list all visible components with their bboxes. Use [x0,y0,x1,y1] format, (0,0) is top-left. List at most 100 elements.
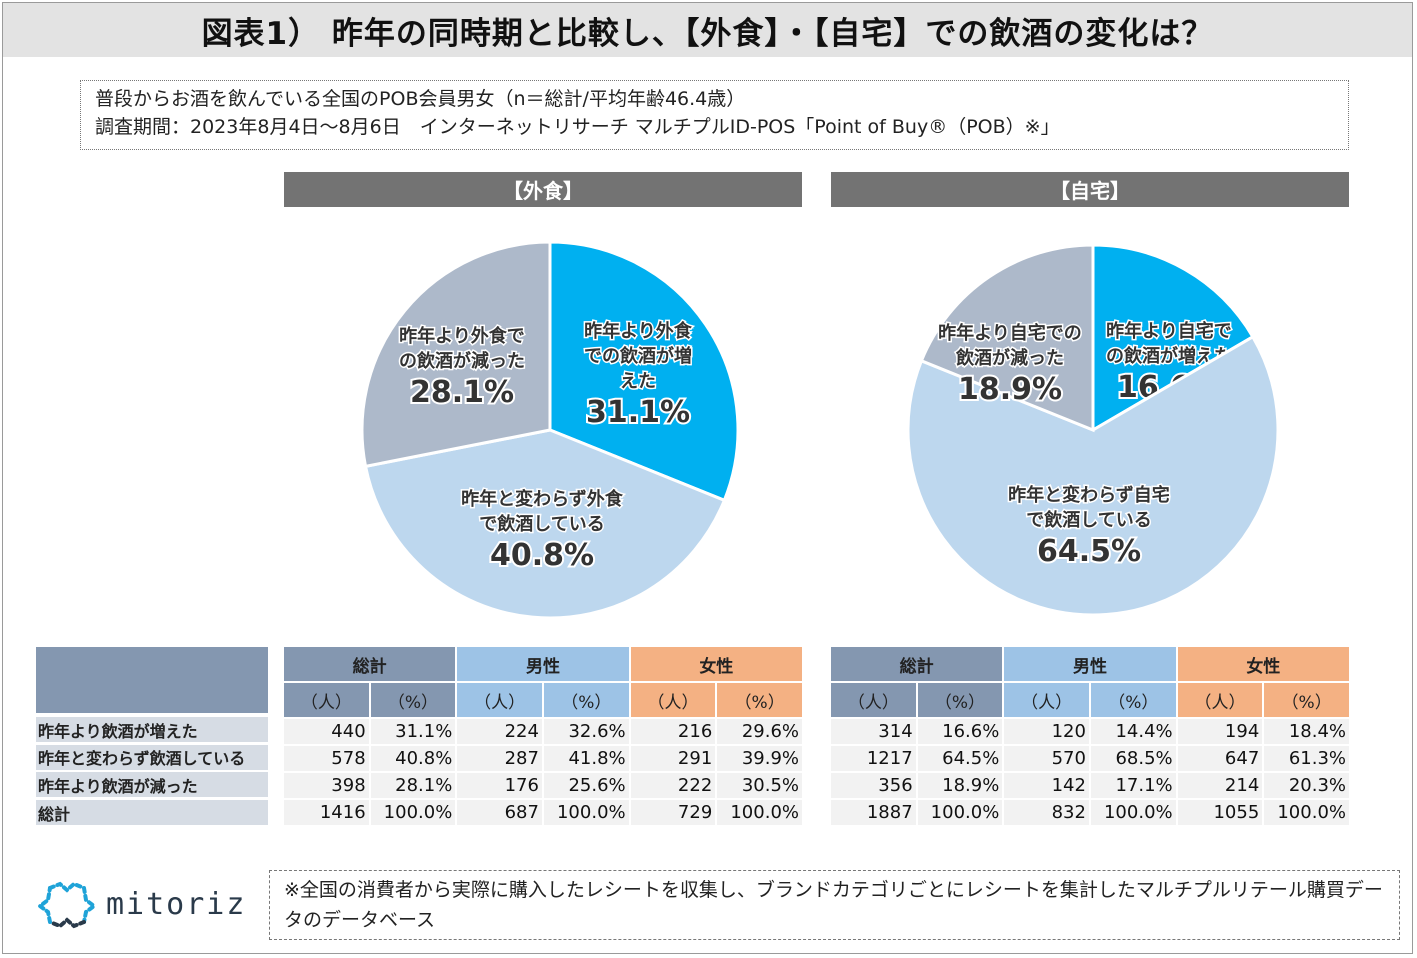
row-label-same: 昨年と変わらず飲酒している [36,744,268,770]
table-cell: 39.9% [717,746,802,771]
table-cell: 40.8% [370,746,456,771]
eating-out-header: 【外食】 [284,172,802,207]
pie-label-line: 昨年と変わらず自宅 [1008,484,1170,506]
figure-title: 図表1） 昨年の同時期と比較し、【外食】・【自宅】での飲酒の変化は？ [3,3,1412,57]
unit-header-count: （人） [630,683,716,717]
home-pie-chart: 昨年より自宅での飲酒が増えた16.6%昨年と変わらず自宅で飲酒している64.5%… [906,243,1280,617]
table-cell: 729 [630,800,716,825]
pie-slice-same [906,334,1280,617]
table-cell: 100.0% [717,800,802,825]
row-label-decrease: 昨年より飲酒が減った [36,772,268,798]
unit-header-count: （人） [1177,683,1263,717]
group-header-row: 総計 男性 女性 [284,647,802,681]
unit-header-count: （人） [457,683,542,717]
table-cell: 100.0% [543,800,629,825]
table-cell: 647 [1177,746,1263,771]
table-cell: 224 [457,719,542,744]
unit-header-row: （人） （%） （人） （%） （人） （%） [831,683,1349,717]
table-row: 1416 100.0% 687 100.0% 729 100.0% [284,800,802,825]
home-table: 総計 男性 女性 （人） （%） （人） （%） （人） （%） 314 16.6% 120 14.4%… [829,645,1351,827]
table-cell: 61.3% [1264,746,1349,771]
unit-header-percent: （%） [543,683,629,717]
table-cell: 287 [457,746,542,771]
unit-header-row: （人） （%） （人） （%） （人） （%） [284,683,802,717]
table-cell: 1217 [831,746,916,771]
table-cell: 18.4% [1264,719,1349,744]
table-row: 356 18.9% 142 17.1% 214 20.3% [831,773,1349,798]
pie-label-line: 昨年より自宅で [1106,320,1232,342]
group-header-male: 男性 [1004,647,1176,681]
pie-value-label: 18.9% [958,372,1062,407]
home-header: 【自宅】 [831,172,1349,207]
table-cell: 214 [1177,773,1263,798]
table-row: 1217 64.5% 570 68.5% 647 61.3% [831,746,1349,771]
table-cell: 30.5% [717,773,802,798]
table-cell: 41.8% [543,746,629,771]
pie-label-line: で飲酒している [479,513,604,535]
pie-label-line: での飲酒が増 [584,345,692,367]
table-cell: 100.0% [1090,800,1176,825]
table-cell: 14.4% [1090,719,1176,744]
pie-label-line: の飲酒が減った [399,350,525,372]
unit-header-count: （人） [831,683,916,717]
table-cell: 28.1% [370,773,456,798]
table-cell: 194 [1177,719,1263,744]
group-header-row: 総計 男性 女性 [831,647,1349,681]
table-cell: 1887 [831,800,916,825]
eating-out-table: 総計 男性 女性 （人） （%） （人） （%） （人） （%） 440 31.1% 224 32.6%… [282,645,804,827]
pie-label-line: の飲酒が増えた [1106,345,1232,367]
table-cell: 32.6% [543,719,629,744]
row-labels-header [36,647,268,713]
table-cell: 176 [457,773,542,798]
pie-value-label: 40.8% [490,538,594,573]
mitoriz-logo: mitoriz [36,878,246,930]
unit-header-count: （人） [284,683,369,717]
table-cell: 832 [1004,800,1089,825]
table-cell: 25.6% [543,773,629,798]
table-cell: 17.1% [1090,773,1176,798]
unit-header-percent: （%） [370,683,456,717]
survey-target: 普段からお酒を飲んでいる全国のPOB会員男女（n＝総計/平均年齢46.4歳） [95,88,746,110]
table-cell: 1055 [1177,800,1263,825]
table-cell: 216 [630,719,716,744]
table-cell: 29.6% [717,719,802,744]
pie-label-line: 昨年より自宅での [938,322,1082,344]
unit-header-percent: （%） [1090,683,1176,717]
table-cell: 291 [630,746,716,771]
table-cell: 222 [630,773,716,798]
table-cell: 64.5% [917,746,1003,771]
table-cell: 398 [284,773,369,798]
pie-slice-increase [1091,243,1255,433]
table-row: 578 40.8% 287 41.8% 291 39.9% [284,746,802,771]
unit-header-percent: （%） [1264,683,1349,717]
survey-description: 普段からお酒を飲んでいる全国のPOB会員男女（n＝総計/平均年齢46.4歳） 調… [80,80,1349,150]
mitoriz-logo-icon [36,881,98,929]
group-header-male: 男性 [457,647,629,681]
table-cell: 16.6% [917,719,1003,744]
pie-label-line: 飲酒が減った [955,347,1064,369]
group-header-female: 女性 [1177,647,1349,681]
pie-value-label: 28.1% [410,375,514,410]
pie-value-label: 64.5% [1037,534,1141,569]
unit-header-percent: （%） [717,683,802,717]
pie-slice-decrease [919,243,1095,433]
table-cell: 314 [831,719,916,744]
table-cell: 578 [284,746,369,771]
pie-label-line: で飲酒している [1026,509,1151,531]
group-header-total: 総計 [284,647,456,681]
table-cell: 687 [457,800,542,825]
table-cell: 440 [284,719,369,744]
pie-label-line: 昨年より外食で [399,325,525,347]
table-row: 398 28.1% 176 25.6% 222 30.5% [284,773,802,798]
pie-slice-increase [548,240,740,503]
table-cell: 1416 [284,800,369,825]
pie-label-line: えた [620,371,656,392]
table-cell: 18.9% [917,773,1003,798]
